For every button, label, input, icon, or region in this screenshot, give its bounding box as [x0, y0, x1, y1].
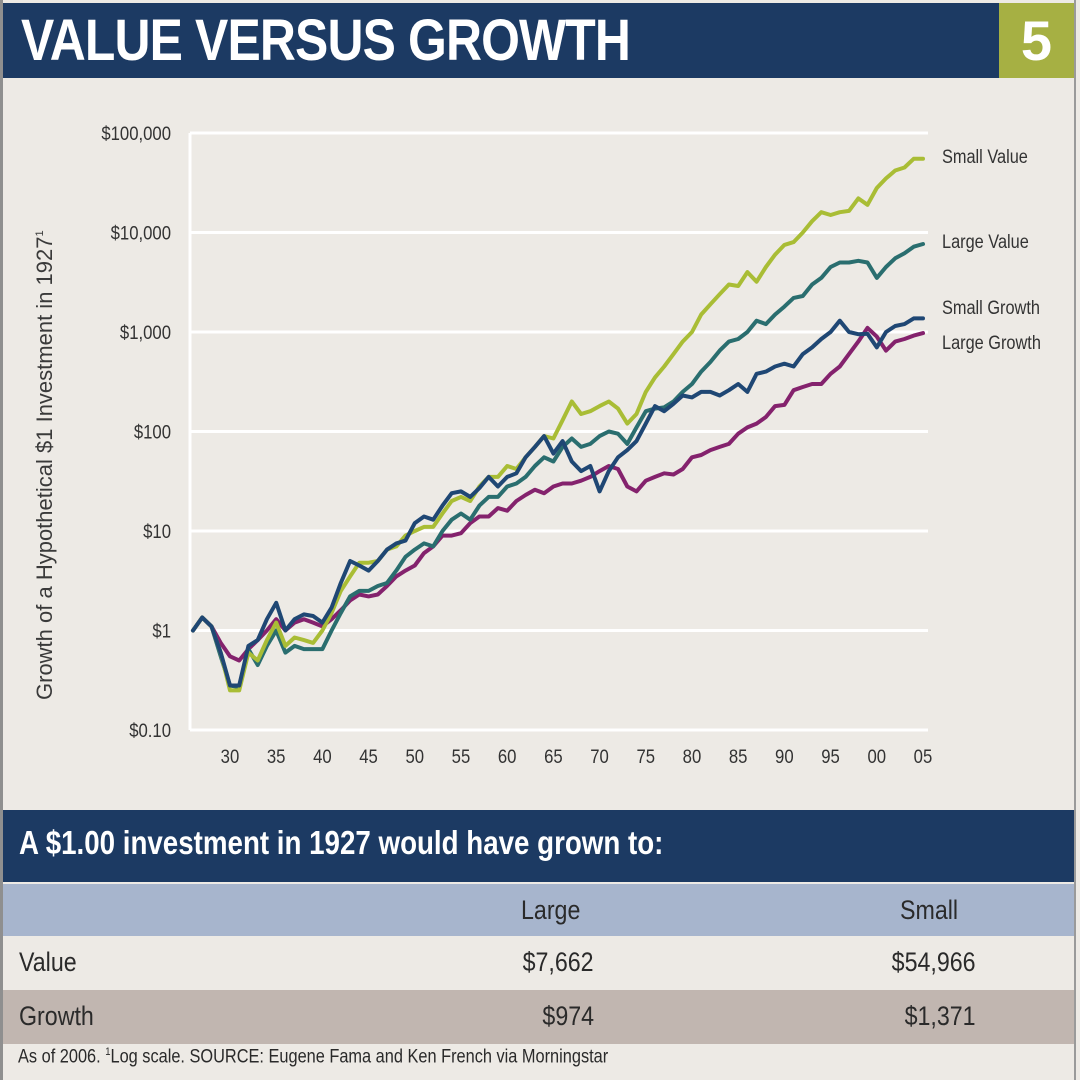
series-lines [191, 156, 925, 693]
y-tick-label: $10 [143, 521, 171, 542]
x-tick-label: 30 [221, 746, 240, 767]
series-line-large-value [191, 242, 925, 690]
summary-banner: A $1.00 investment in 1927 would have gr… [3, 810, 1074, 882]
footnote-date: As of 2006. [18, 1046, 106, 1068]
legend-label-small-value: Small Value [942, 146, 1028, 167]
series-line-small-growth [191, 316, 925, 688]
large-growth-amount: $974 [542, 1001, 594, 1031]
x-axis-ticks: 30 35 40 45 50 55 60 65 70 75 80 85 90 95 00 05 [221, 746, 933, 767]
legend-label-large-value: Large Value [942, 231, 1029, 252]
footnote-source: Log scale. SOURCE: Eugene Fama and Ken F… [110, 1046, 609, 1068]
table-row-value: Value $7,662 $54,966 [3, 936, 1074, 990]
series-line-large-growth [191, 325, 925, 663]
small-growth-amount: $1,371 [904, 1001, 976, 1031]
x-tick-label: 35 [267, 746, 286, 767]
table-row-growth: Growth $974 $1,371 [3, 990, 1074, 1044]
summary-title: A $1.00 investment in 1927 would have gr… [19, 824, 664, 861]
row-label: Growth [19, 1001, 94, 1031]
large-value-amount: $7,662 [522, 947, 594, 977]
footnote-marker: 1 [105, 1046, 111, 1058]
x-tick-label: 55 [452, 746, 471, 767]
summary-table-header: Large Small [3, 884, 1074, 936]
header-bar: VALUE VERSUS GROWTH [3, 3, 999, 78]
small-value-amount: $54,966 [892, 947, 976, 977]
y-tick-label: $1,000 [120, 322, 171, 343]
section-number: 5 [1020, 9, 1053, 72]
source-footnote: As of 2006. 1Log scale. SOURCE: Eugene F… [18, 1046, 608, 1068]
y-axis-title: Growth of a Hypothetical $1 Investment i… [32, 230, 57, 700]
section-number-badge: 5 [999, 3, 1074, 78]
legend: Small Value Large Value Small Growth Large … [942, 146, 1041, 353]
y-tick-label: $100,000 [101, 123, 171, 144]
row-label: Value [19, 947, 77, 977]
x-tick-label: 75 [636, 746, 655, 767]
y-tick-label: $10,000 [111, 223, 171, 244]
x-tick-label: 00 [867, 746, 886, 767]
x-tick-label: 95 [821, 746, 840, 767]
y-tick-label: $1 [152, 621, 171, 642]
x-tick-label: 05 [914, 746, 933, 767]
column-header-large: Large [521, 895, 581, 925]
x-tick-label: 85 [729, 746, 748, 767]
x-tick-label: 60 [498, 746, 517, 767]
legend-label-small-growth: Small Growth [942, 297, 1040, 318]
y-axis-title-text: Growth of a Hypothetical $1 Investment i… [32, 237, 57, 700]
x-tick-label: 45 [359, 746, 378, 767]
x-tick-label: 90 [775, 746, 794, 767]
growth-line-chart: $0.10 $1 $10 $100 $1,000 $10,000 $100,000 30 35… [32, 123, 1041, 767]
x-tick-label: 50 [405, 746, 424, 767]
y-tick-label: $100 [134, 422, 171, 443]
x-tick-label: 70 [590, 746, 609, 767]
y-axis-ticks: $0.10 $1 $10 $100 $1,000 $10,000 $100,000 [101, 123, 171, 741]
x-tick-label: 40 [313, 746, 332, 767]
y-tick-label: $0.10 [129, 720, 171, 741]
page-title: VALUE VERSUS GROWTH [21, 8, 631, 73]
series-line-small-value [191, 156, 925, 693]
x-tick-label: 80 [683, 746, 702, 767]
x-tick-label: 65 [544, 746, 563, 767]
column-header-small: Small [900, 895, 959, 925]
legend-label-large-growth: Large Growth [942, 332, 1041, 353]
y-axis-title-footnote: 1 [34, 230, 46, 236]
